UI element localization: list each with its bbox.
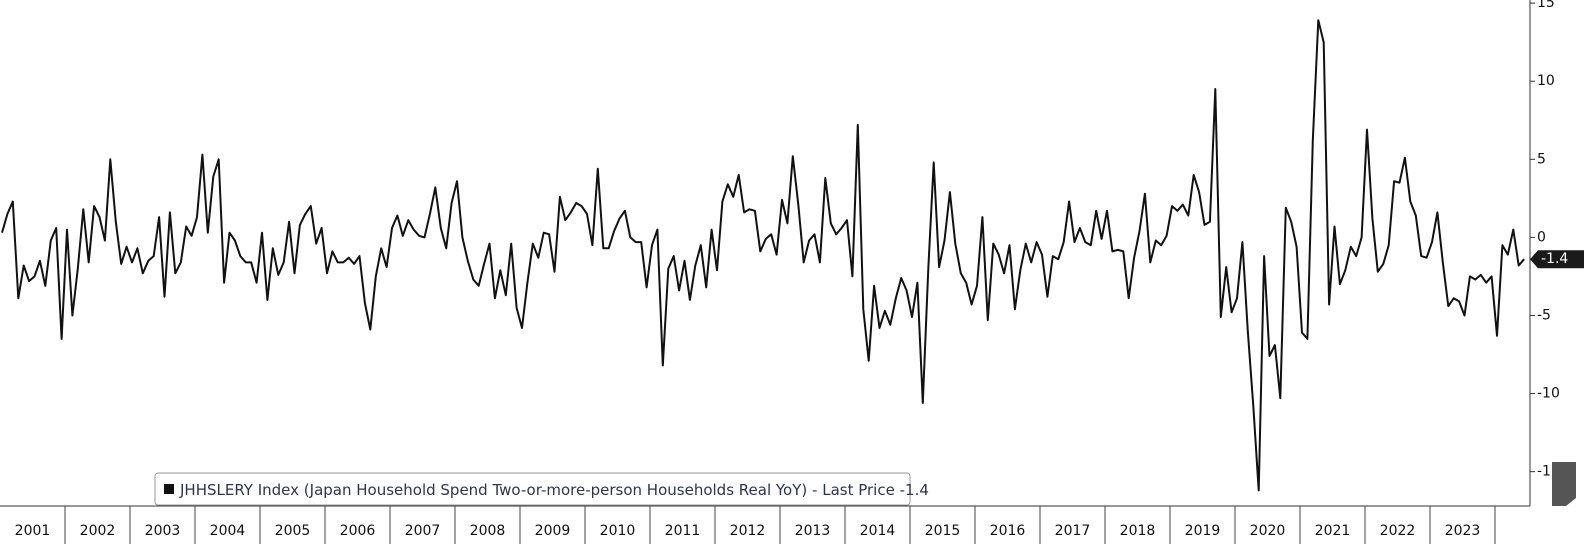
x-tick-label: 2019 bbox=[1185, 523, 1221, 539]
x-tick-label: 2008 bbox=[470, 523, 506, 539]
legend-text: JHHSLERY Index (Japan Household Spend Tw… bbox=[179, 481, 929, 499]
data-line bbox=[1, 19, 1525, 492]
x-tick-label: 2020 bbox=[1250, 523, 1286, 539]
legend-last-price: -1.4 bbox=[900, 481, 929, 499]
y-tick-label: 0 bbox=[1537, 229, 1546, 245]
x-tick-label: 2003 bbox=[145, 523, 181, 539]
scroll-icon bbox=[1552, 462, 1576, 506]
x-tick-label: 2021 bbox=[1315, 523, 1351, 539]
legend-series-name: JHHSLERY Index (Japan Household Spend Tw… bbox=[179, 481, 807, 499]
x-tick-label: 2001 bbox=[15, 523, 51, 539]
x-tick-label: 2007 bbox=[405, 523, 441, 539]
x-tick-label: 2012 bbox=[730, 523, 766, 539]
x-tick-label: 2015 bbox=[925, 523, 961, 539]
y-tick-label: 15 bbox=[1537, 0, 1555, 11]
x-tick-label: 2016 bbox=[990, 523, 1026, 539]
x-tick-label: 2010 bbox=[600, 523, 636, 539]
legend-suffix: - Last Price bbox=[812, 481, 895, 499]
x-tick-label: 2013 bbox=[795, 523, 831, 539]
legend-box bbox=[154, 472, 911, 506]
x-tick-label: 2022 bbox=[1380, 523, 1416, 539]
x-tick-label: 2017 bbox=[1055, 523, 1091, 539]
x-tick-label: 2023 bbox=[1445, 523, 1481, 539]
x-tick-label: 2014 bbox=[860, 523, 896, 539]
last-price-tag bbox=[1530, 250, 1584, 269]
x-tick-label: 2005 bbox=[275, 523, 311, 539]
legend: JHHSLERY Index (Japan Household Spend Tw… bbox=[154, 472, 929, 506]
y-tick-label: -10 bbox=[1537, 386, 1560, 402]
x-tick-label: 2004 bbox=[210, 523, 246, 539]
y-tick-label: 10 bbox=[1537, 73, 1555, 89]
x-tick-label: 2009 bbox=[535, 523, 571, 539]
y-tick-label: 5 bbox=[1537, 151, 1546, 167]
x-tick-label: 2011 bbox=[665, 523, 701, 539]
x-tick-label: 2002 bbox=[80, 523, 116, 539]
y-tick-label: -5 bbox=[1537, 307, 1551, 323]
x-tick-label: 2006 bbox=[340, 523, 376, 539]
legend-swatch bbox=[164, 484, 174, 494]
x-tick-label: 2018 bbox=[1120, 523, 1156, 539]
last-price-label: -1.4 bbox=[1541, 251, 1568, 267]
